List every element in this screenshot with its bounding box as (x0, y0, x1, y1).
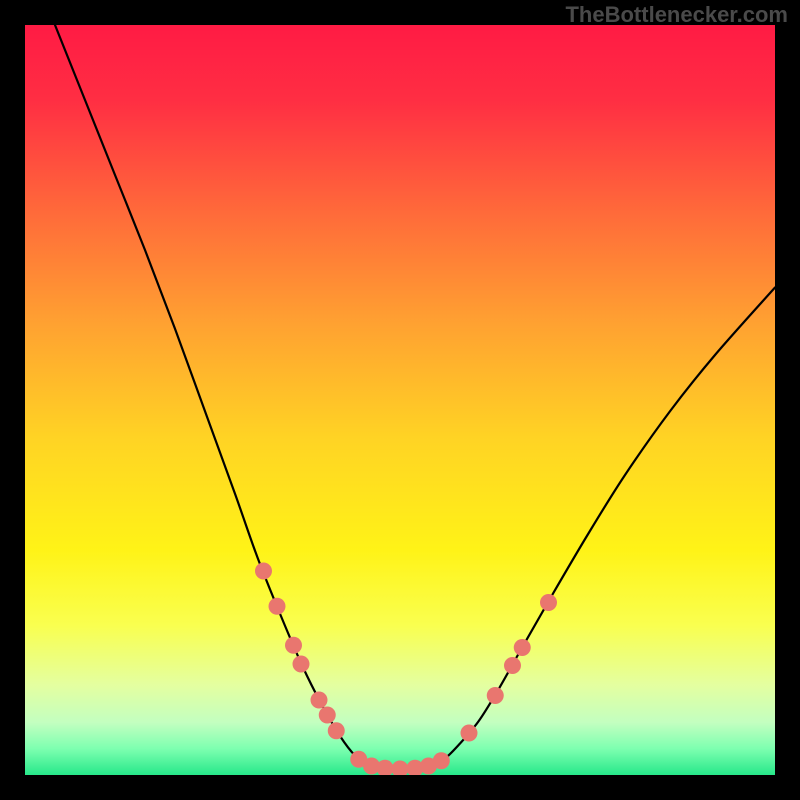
curve-marker (487, 687, 504, 704)
curve-marker (504, 657, 521, 674)
plot-area (25, 25, 775, 775)
curve-marker (285, 637, 302, 654)
curve-marker (328, 722, 345, 739)
chart-svg-overlay (25, 25, 775, 775)
curve-marker (433, 752, 450, 769)
curve-marker (269, 598, 286, 615)
curve-marker (293, 656, 310, 673)
curve-marker (319, 707, 336, 724)
bottleneck-curve (55, 25, 775, 769)
curve-marker (514, 639, 531, 656)
curve-marker (311, 692, 328, 709)
curve-marker (392, 761, 409, 776)
curve-marker (255, 563, 272, 580)
watermark-text: TheBottlenecker.com (565, 2, 788, 28)
chart-frame: TheBottlenecker.com (0, 0, 800, 800)
marker-group (255, 563, 557, 776)
curve-marker (540, 594, 557, 611)
curve-marker (461, 725, 478, 742)
curve-marker (377, 760, 394, 775)
